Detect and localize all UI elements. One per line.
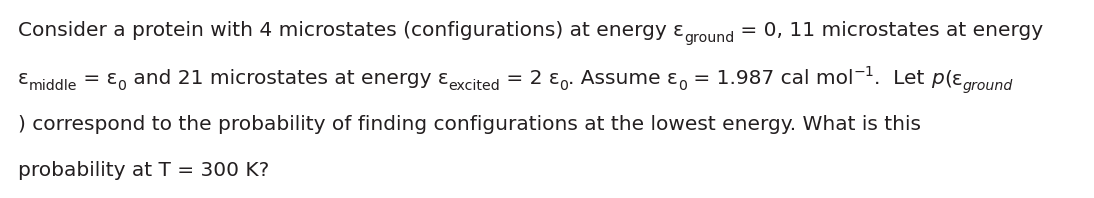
Text: p: p bbox=[931, 69, 944, 88]
Text: = ε: = ε bbox=[78, 69, 118, 88]
Text: Consider a protein with 4 microstates (configurations) at energy ε: Consider a protein with 4 microstates (c… bbox=[18, 21, 684, 40]
Text: and 21 microstates at energy ε: and 21 microstates at energy ε bbox=[127, 69, 449, 88]
Text: ε: ε bbox=[18, 69, 28, 88]
Text: . Assume ε: . Assume ε bbox=[569, 69, 678, 88]
Text: = 2 ε: = 2 ε bbox=[500, 69, 559, 88]
Text: 0: 0 bbox=[678, 79, 687, 93]
Text: excited: excited bbox=[449, 79, 500, 93]
Text: middle: middle bbox=[28, 79, 78, 93]
Text: ground: ground bbox=[684, 31, 734, 45]
Text: ) correspond to the probability of finding configurations at the lowest energy. : ) correspond to the probability of findi… bbox=[18, 115, 921, 134]
Text: (ε: (ε bbox=[944, 69, 963, 88]
Text: 0: 0 bbox=[559, 79, 569, 93]
Text: −1: −1 bbox=[853, 65, 874, 79]
Text: probability at T = 300 K?: probability at T = 300 K? bbox=[18, 161, 269, 180]
Text: = 1.987 cal mol: = 1.987 cal mol bbox=[687, 69, 853, 88]
Text: .  Let: . Let bbox=[874, 69, 931, 88]
Text: 0: 0 bbox=[118, 79, 127, 93]
Text: = 0, 11 microstates at energy: = 0, 11 microstates at energy bbox=[734, 21, 1044, 40]
Text: ground: ground bbox=[963, 79, 1013, 93]
